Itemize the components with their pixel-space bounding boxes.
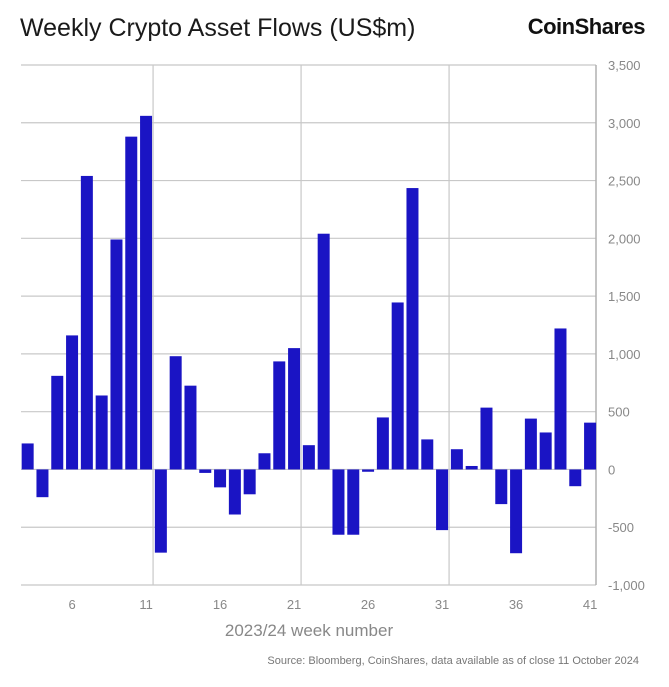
y-tick-label: 3,000 (608, 116, 641, 131)
bar-week-22 (302, 445, 315, 470)
y-tick-label: 1,500 (608, 289, 641, 304)
bar-week-16 (214, 469, 227, 488)
bar-week-7 (80, 175, 93, 470)
x-tick-label: 36 (509, 597, 523, 612)
bar-week-10 (125, 136, 138, 470)
bar-week-13 (169, 356, 182, 470)
bar-week-36 (510, 469, 523, 554)
x-tick-label: 21 (287, 597, 301, 612)
bar-week-4 (36, 469, 49, 498)
x-tick-label: 41 (583, 597, 597, 612)
bar-week-9 (110, 239, 123, 470)
coinshares-logo: CoinShares (527, 14, 646, 39)
y-tick-label: 1,000 (608, 347, 641, 362)
x-tick-label: 16 (213, 597, 227, 612)
bar-week-23 (317, 233, 330, 470)
bar-week-15 (199, 469, 212, 473)
bar-week-21 (288, 348, 301, 470)
y-tick-label: -500 (608, 520, 634, 535)
bar-week-32 (450, 449, 463, 470)
bar-week-20 (273, 361, 286, 470)
bar-week-39 (554, 328, 567, 470)
chart-title: Weekly Crypto Asset Flows (US$m) (20, 14, 416, 42)
y-tick-label: 0 (608, 462, 615, 477)
source-note: Source: Bloomberg, CoinShares, data avai… (267, 655, 639, 667)
bar-week-33 (465, 465, 478, 470)
y-tick-label: -1,000 (608, 578, 645, 593)
x-tick-label: 31 (435, 597, 449, 612)
bar-week-24 (332, 469, 345, 535)
y-tick-label: 2,000 (608, 231, 641, 246)
bar-week-40 (569, 469, 582, 487)
bar-week-31 (436, 469, 449, 531)
bar-week-37 (524, 418, 537, 470)
bar-week-14 (184, 385, 197, 470)
bar-week-6 (66, 335, 79, 470)
bar-week-34 (480, 407, 493, 470)
bar-week-12 (154, 469, 167, 553)
bar-week-25 (347, 469, 360, 535)
bar-week-29 (406, 188, 419, 470)
y-tick-label: 3,500 (608, 58, 641, 73)
bar-week-41 (584, 422, 597, 470)
y-tick-label: 500 (608, 405, 630, 420)
bar-week-27 (376, 417, 389, 470)
bar-week-38 (539, 432, 552, 470)
bar-week-19 (258, 453, 271, 470)
bar-week-30 (421, 439, 434, 470)
x-tick-label: 11 (139, 597, 153, 612)
bar-week-35 (495, 469, 508, 505)
bar-week-18 (243, 469, 256, 495)
bar-week-3 (21, 443, 34, 470)
bar-week-17 (228, 469, 241, 515)
bar-week-5 (51, 375, 64, 470)
bar-week-8 (95, 395, 108, 470)
bar-week-28 (391, 302, 404, 470)
bar-week-11 (140, 115, 153, 470)
bar-week-26 (362, 469, 375, 472)
x-tick-label: 26 (361, 597, 375, 612)
y-tick-label: 2,500 (608, 174, 641, 189)
x-tick-label: 6 (68, 597, 75, 612)
x-axis-label: 2023/24 week number (225, 621, 394, 640)
